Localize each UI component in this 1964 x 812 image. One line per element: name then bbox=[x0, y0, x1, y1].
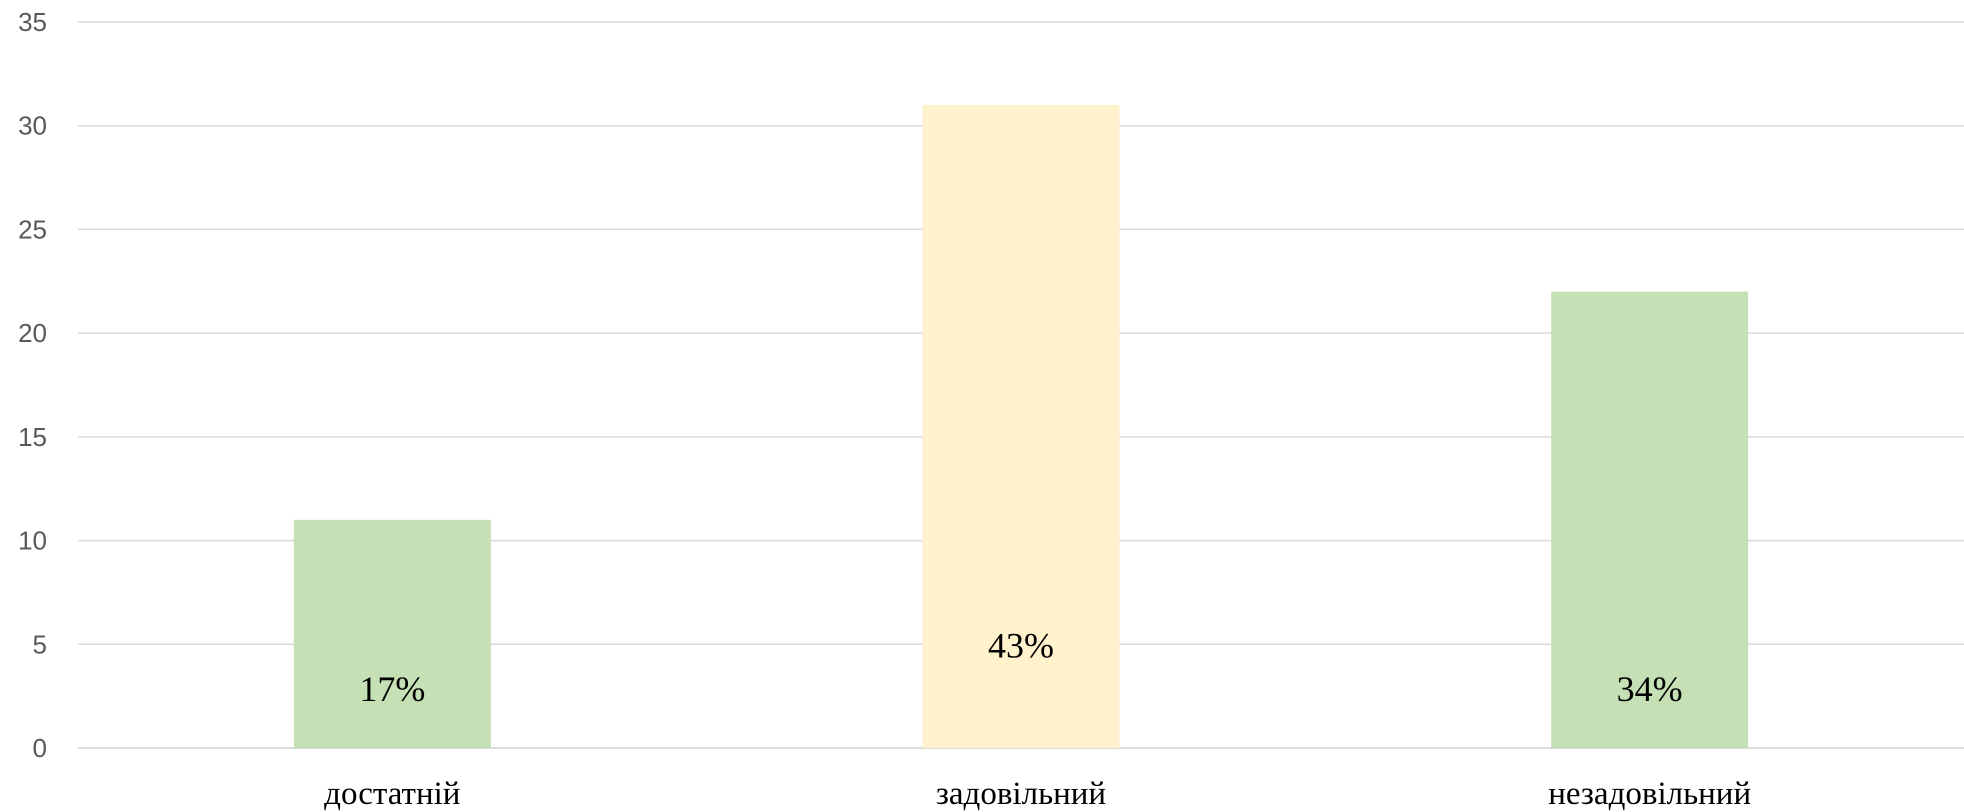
y-tick-label: 20 bbox=[18, 318, 47, 348]
x-tick-label: незадовільний bbox=[1548, 776, 1751, 812]
bars bbox=[293, 104, 1749, 748]
y-tick-label: 10 bbox=[18, 526, 47, 556]
data-label: 43% bbox=[988, 625, 1054, 665]
y-tick-label: 15 bbox=[18, 422, 47, 452]
bar bbox=[922, 104, 1120, 748]
data-label: 17% bbox=[359, 669, 425, 709]
x-tick-label: задовільний bbox=[936, 776, 1106, 812]
bar bbox=[1551, 291, 1749, 748]
y-tick-label: 5 bbox=[33, 629, 47, 659]
y-tick-label: 0 bbox=[33, 733, 47, 763]
y-tick-label: 35 bbox=[18, 7, 47, 37]
x-tick-label: достатній bbox=[324, 776, 460, 812]
data-labels: 17% 43% 34% bbox=[359, 625, 1682, 709]
y-tick-label: 30 bbox=[18, 111, 47, 141]
y-tick-label: 25 bbox=[18, 214, 47, 244]
bar bbox=[293, 519, 491, 748]
y-axis: 0 5 10 15 20 25 30 35 bbox=[18, 7, 47, 763]
data-label: 34% bbox=[1617, 669, 1683, 709]
x-axis: достатній задовільний незадовільний bbox=[324, 776, 1751, 812]
